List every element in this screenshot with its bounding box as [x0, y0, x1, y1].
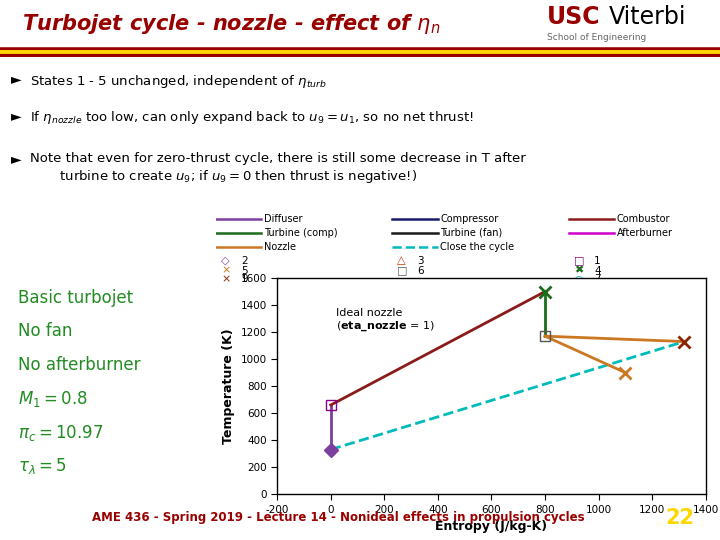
Text: ◇: ◇ — [221, 256, 230, 266]
Text: △: △ — [397, 256, 406, 266]
Text: ○: ○ — [574, 274, 584, 285]
Text: AME 436 - Spring 2019 - Lecture 14 - Nonideal effects in propulsion cycles: AME 436 - Spring 2019 - Lecture 14 - Non… — [92, 511, 585, 524]
Text: ⨯: ⨯ — [221, 266, 230, 275]
Text: $\tau_{\lambda} = 5$: $\tau_{\lambda} = 5$ — [17, 456, 66, 476]
Text: 22: 22 — [666, 508, 695, 528]
Text: 6: 6 — [418, 266, 424, 275]
Text: ⨯: ⨯ — [221, 274, 230, 285]
Text: ✖: ✖ — [574, 266, 583, 275]
Text: Turbine (comp): Turbine (comp) — [264, 228, 338, 238]
Text: 5: 5 — [241, 266, 248, 275]
Text: Ideal nozzle
($\bf{eta\_nozzle}$ = 1): Ideal nozzle ($\bf{eta\_nozzle}$ = 1) — [336, 308, 435, 333]
Text: USC: USC — [547, 4, 600, 29]
Text: ►: ► — [11, 152, 22, 166]
Text: 4: 4 — [594, 266, 600, 275]
Text: Afterburner: Afterburner — [616, 228, 672, 238]
Text: Turbine (fan): Turbine (fan) — [440, 228, 503, 238]
Text: □: □ — [397, 266, 408, 275]
X-axis label: Entropy (J/kg-K): Entropy (J/kg-K) — [436, 520, 547, 533]
Text: Nozzle: Nozzle — [264, 242, 296, 252]
Text: If $\eta_{nozzle}$ too low, can only expand back to $u_9 = u_1$, so no net thrus: If $\eta_{nozzle}$ too low, can only exp… — [30, 109, 474, 126]
Text: Diffuser: Diffuser — [264, 214, 302, 224]
Text: No afterburner: No afterburner — [17, 356, 140, 374]
Text: 2: 2 — [241, 256, 248, 266]
Text: Close the cycle: Close the cycle — [440, 242, 514, 252]
Text: ►: ► — [11, 72, 22, 86]
Text: $\pi_c = 10.97$: $\pi_c = 10.97$ — [17, 423, 103, 443]
Text: 9: 9 — [241, 274, 248, 285]
Text: 1: 1 — [594, 256, 600, 266]
Text: ►: ► — [11, 109, 22, 123]
Text: □: □ — [574, 256, 585, 266]
Text: Viterbi: Viterbi — [608, 4, 686, 29]
Text: School of Engineering: School of Engineering — [547, 33, 647, 42]
Text: No fan: No fan — [17, 322, 72, 340]
Text: 3: 3 — [418, 256, 424, 266]
Text: Turbojet cycle - nozzle - effect of $\eta_n$: Turbojet cycle - nozzle - effect of $\et… — [22, 12, 440, 37]
Text: Note that even for zero-thrust cycle, there is still some decrease in T after
  : Note that even for zero-thrust cycle, th… — [30, 152, 526, 185]
Text: $M_1 = 0.8$: $M_1 = 0.8$ — [17, 389, 87, 409]
Text: Basic turbojet: Basic turbojet — [17, 289, 132, 307]
Text: Combustor: Combustor — [616, 214, 670, 224]
Text: Compressor: Compressor — [440, 214, 498, 224]
Text: 7: 7 — [594, 274, 600, 285]
Text: States 1 - 5 unchanged, independent of $\eta_{turb}$: States 1 - 5 unchanged, independent of $… — [30, 72, 327, 90]
Y-axis label: Temperature (K): Temperature (K) — [222, 328, 235, 444]
